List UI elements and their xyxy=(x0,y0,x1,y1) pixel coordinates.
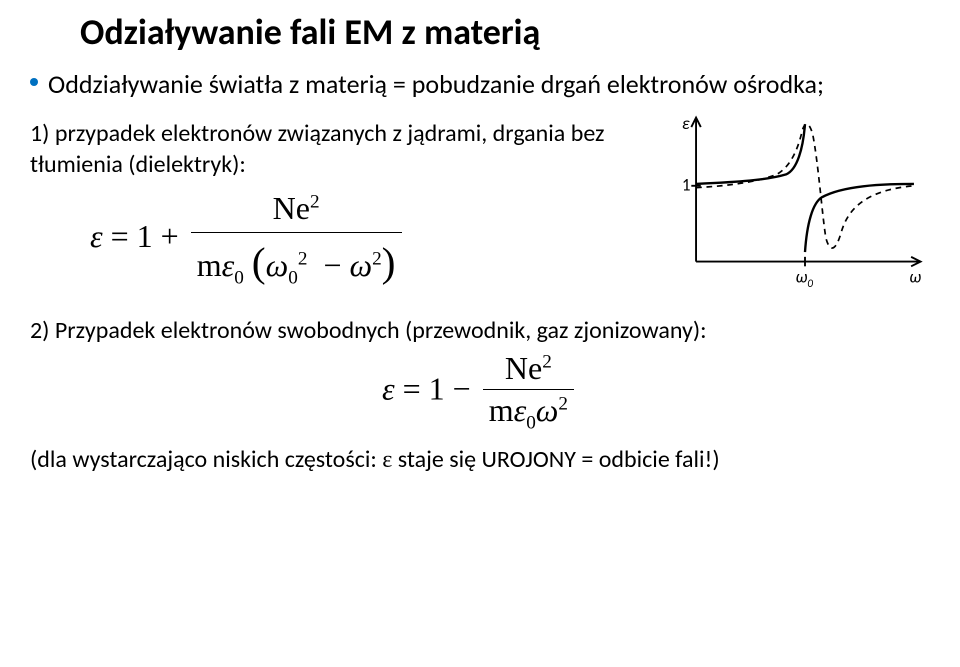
note-eps: ε xyxy=(382,447,392,473)
formula2-den-omega: ω xyxy=(536,392,559,428)
graph-label-omega: ω xyxy=(909,266,921,287)
formula1-num-sup2: 2 xyxy=(310,192,320,213)
formula2-eps: ε xyxy=(382,371,395,407)
bullet-text: Oddziaływanie światła z materią = pobudz… xyxy=(48,68,824,102)
formula2-den-eps: ε xyxy=(514,392,527,428)
formula2-fraction: Ne2 mε0ω2 xyxy=(483,350,574,434)
graph-label-one: 1 xyxy=(682,174,691,195)
section-1-row: 1) przypadek elektronów związanych z jąd… xyxy=(30,118,930,307)
graph-label-omega0: ω0 xyxy=(796,266,814,290)
graph-svg: ε 1 ω0 ω xyxy=(680,110,930,290)
formula1-eps: ε xyxy=(90,218,103,254)
graph-label-eps: ε xyxy=(682,113,690,134)
bullet-dot xyxy=(30,78,38,86)
section-1-text: 1) przypadek elektronów związanych z jąd… xyxy=(30,118,660,180)
formula2-eq: = 1 − xyxy=(403,371,479,407)
formula1-num-Ne: Ne xyxy=(273,190,310,226)
formula1-den-omega: ω xyxy=(349,247,372,283)
formula1-eq: = 1 + xyxy=(111,218,187,254)
dispersion-graph: ε 1 ω0 ω xyxy=(680,110,930,290)
formula2-den-eps-sub0: 0 xyxy=(526,413,536,434)
formula1-den-omega0: ω xyxy=(266,247,289,283)
formula1-den-omega-sup2: 2 xyxy=(372,248,382,269)
formula2-den-m: m xyxy=(489,392,514,428)
formula1-den-omega0-sup2: 2 xyxy=(298,248,308,269)
graph-solid-curve xyxy=(696,124,914,252)
formula1-den-m: m xyxy=(197,247,222,283)
formula2-num-Ne: Ne xyxy=(505,350,542,386)
note-post: staje się UROJONY = odbicie fali!) xyxy=(392,445,719,474)
note-line: (dla wystarczająco niskich częstości: ε … xyxy=(30,443,930,478)
section-2-text: 2) Przypadek elektronów swobodnych (prze… xyxy=(30,315,930,346)
graph-dashed-curve xyxy=(696,124,914,248)
formula2-num-sup2: 2 xyxy=(542,352,552,373)
bullet-row: Oddziaływanie światła z materią = pobudz… xyxy=(30,68,930,102)
formula-1: ε = 1 + Ne2 mε0 (ω02 − ω2) xyxy=(90,188,660,291)
formula-2: ε = 1 − Ne2 mε0ω2 xyxy=(30,350,930,434)
formula1-fraction: Ne2 mε0 (ω02 − ω2) xyxy=(191,188,402,291)
formula1-den-eps: ε xyxy=(222,247,235,283)
formula2-den-omega-sup2: 2 xyxy=(558,394,568,415)
page-title: Odziaływanie fali EM z materią xyxy=(30,10,930,54)
note-pre: (dla wystarczająco niskich częstości: xyxy=(30,445,382,474)
formula1-den-eps-sub0: 0 xyxy=(234,267,244,288)
formula1-den-omega0-sub: 0 xyxy=(288,267,298,288)
